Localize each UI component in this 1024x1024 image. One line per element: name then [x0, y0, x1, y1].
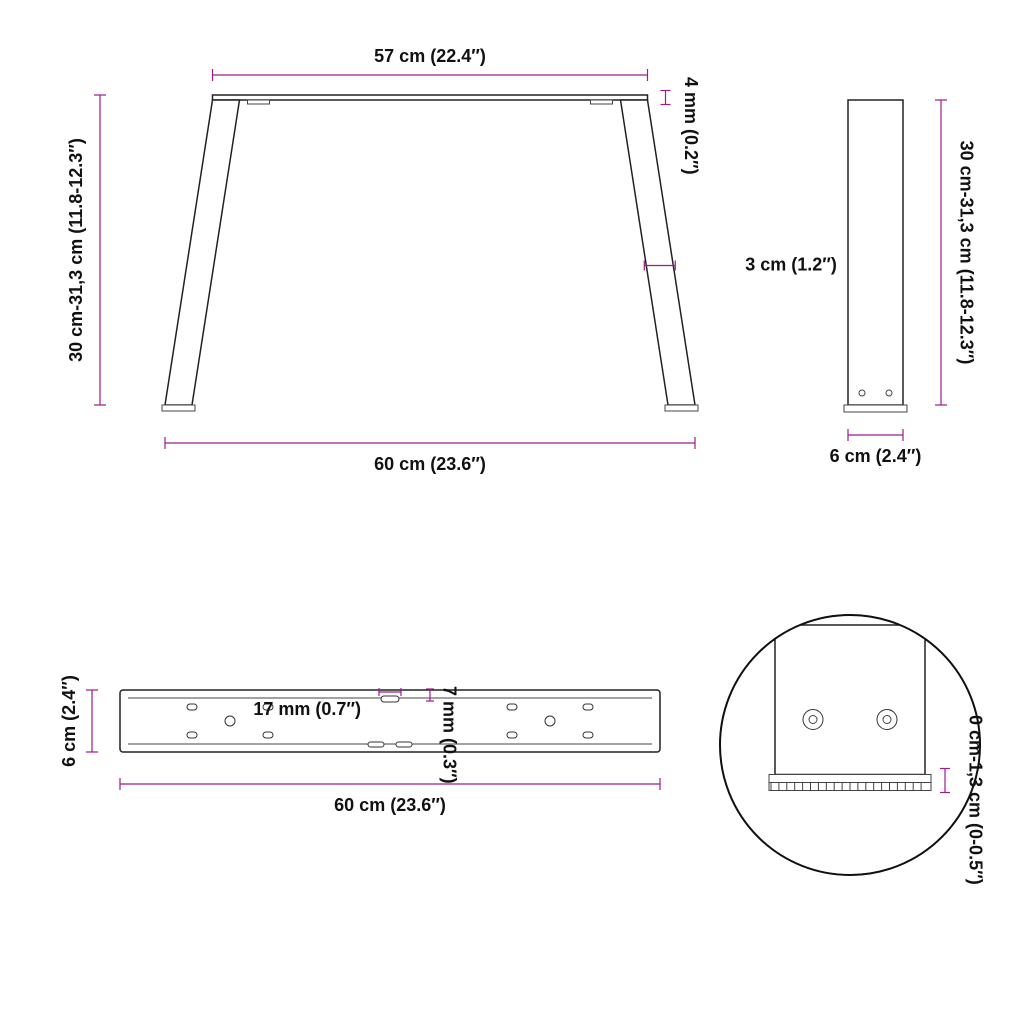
dim-foot-adjust: 0 cm-1,3 cm (0-0.5″): [965, 715, 985, 885]
dim-tube-width: 3 cm (1.2″): [745, 254, 837, 274]
detail-view: [720, 615, 980, 875]
top-view: [120, 690, 660, 752]
dim-front-height: 30 cm-31,3 cm (11.8-12.3″): [66, 138, 86, 362]
dim-bottom-width: 60 cm (23.6″): [374, 454, 486, 474]
dim-side-depth: 6 cm (2.4″): [830, 446, 922, 466]
dim-top-width: 57 cm (22.4″): [374, 46, 486, 66]
dim-plate-thickness: 4 mm (0.2″): [681, 77, 701, 175]
dim-top-depth: 6 cm (2.4″): [59, 675, 79, 767]
dim-top-length: 60 cm (23.6″): [334, 795, 446, 815]
side-view: [844, 100, 907, 412]
dim-side-height: 30 cm-31,3 cm (11.8-12.3″): [956, 141, 976, 365]
dim-slot-offset: 7 mm (0.3″): [439, 686, 459, 784]
dim-slot-length: 17 mm (0.7″): [253, 699, 361, 719]
front-view: [162, 95, 698, 411]
